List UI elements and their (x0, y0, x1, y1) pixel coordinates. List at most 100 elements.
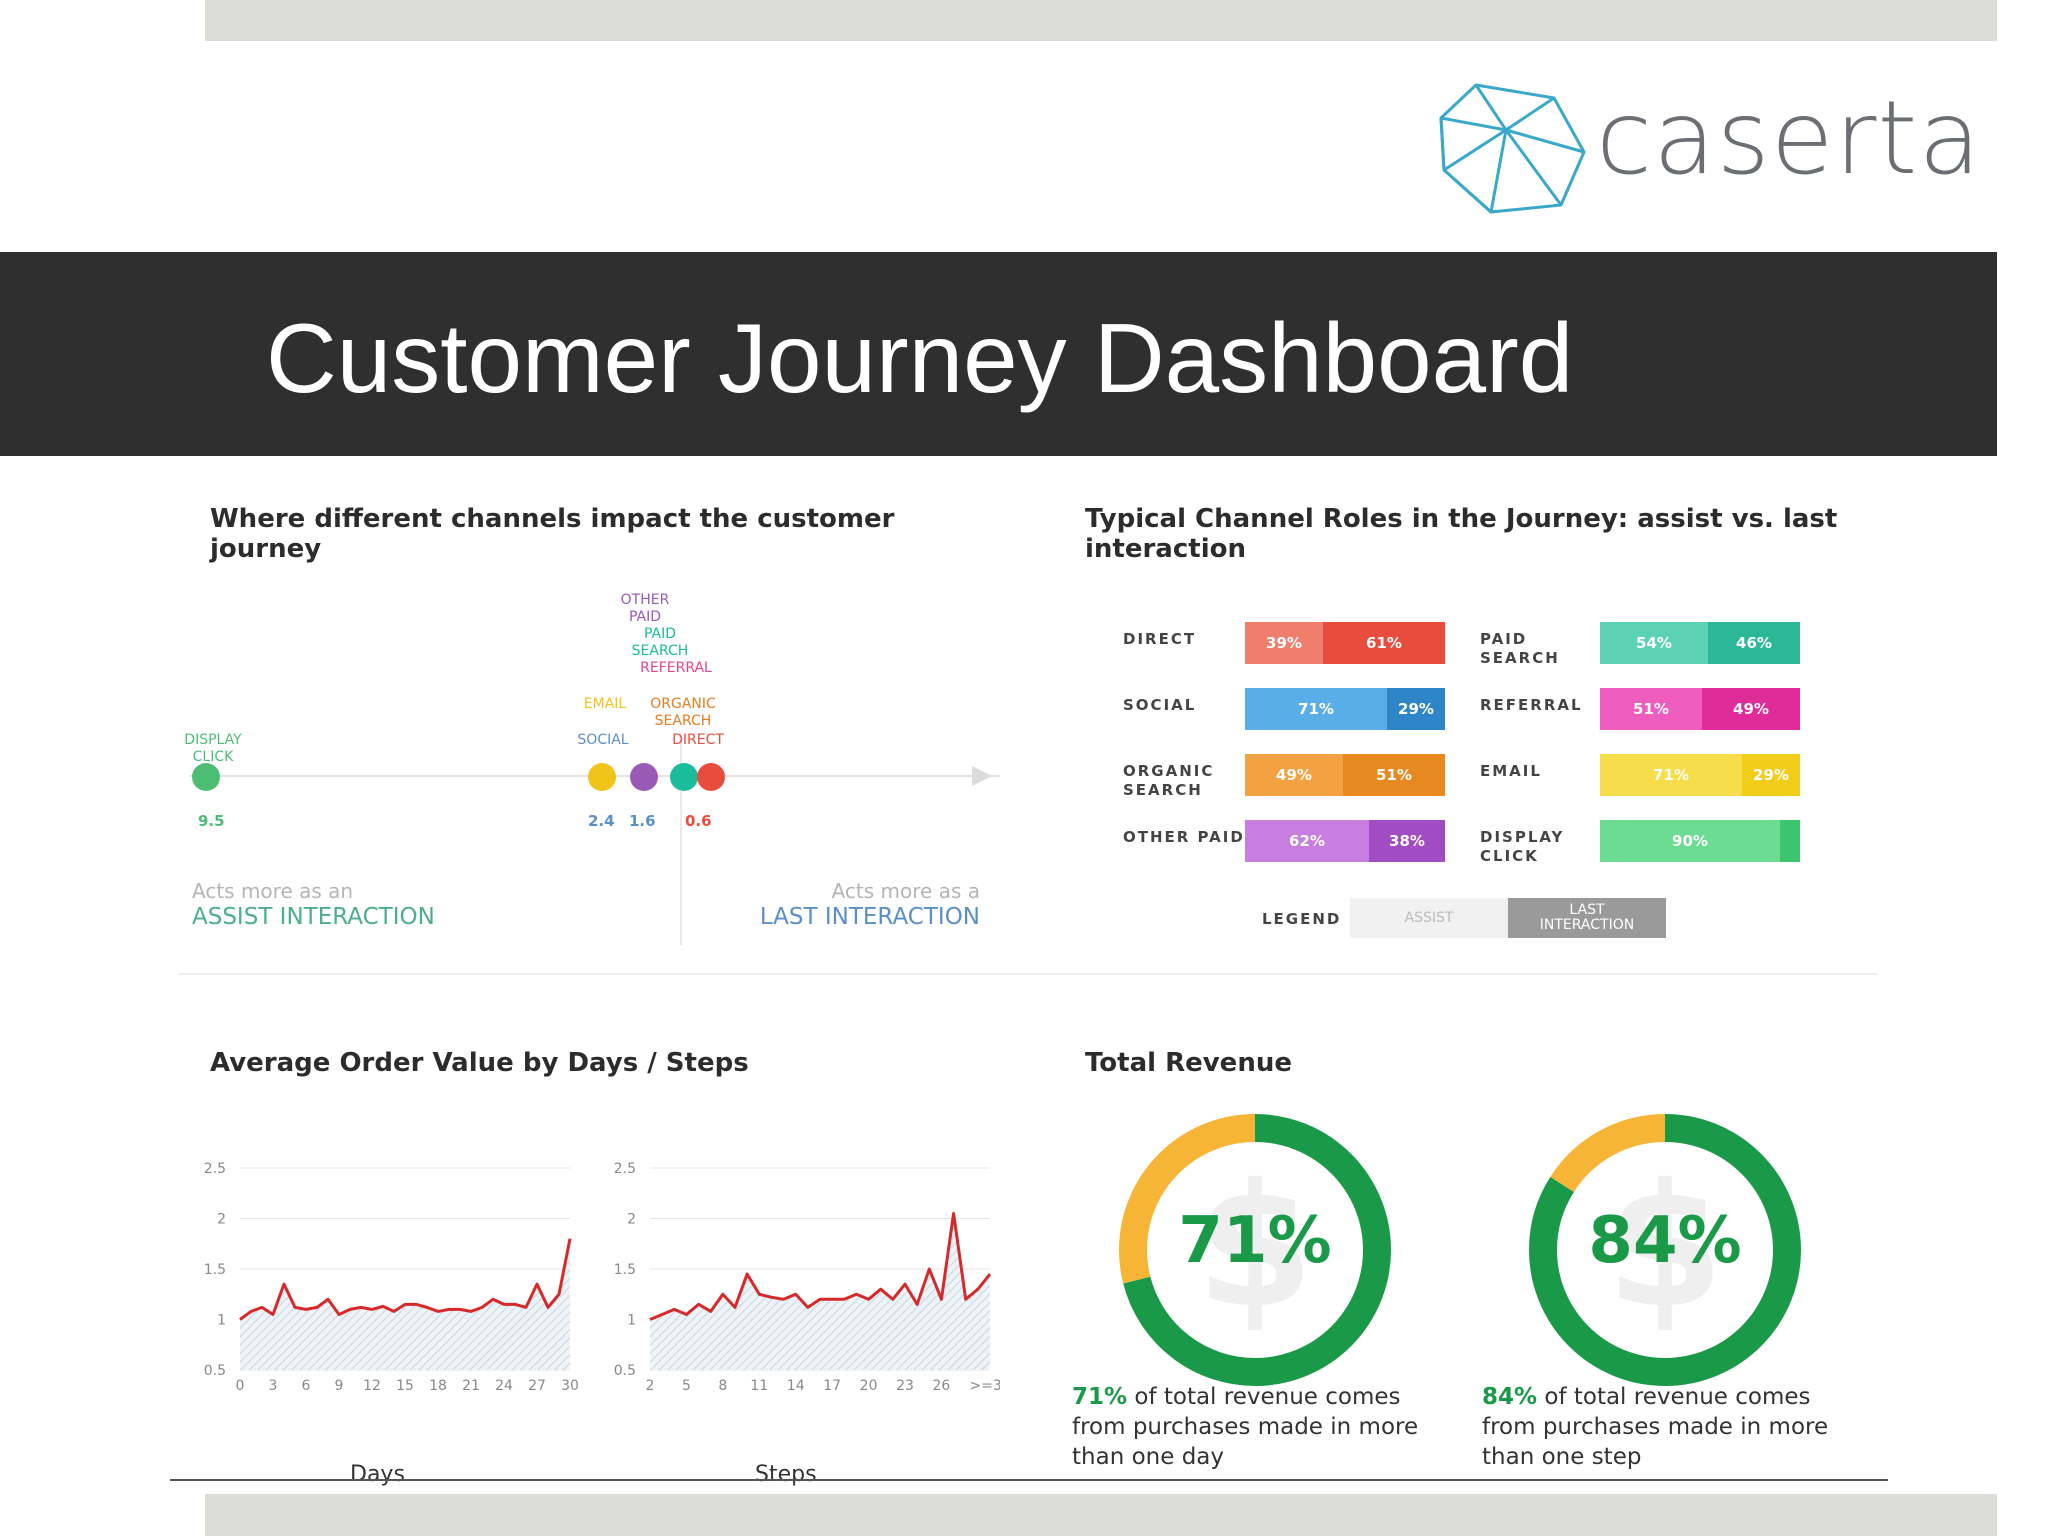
role-last-segment: 51% (1343, 754, 1445, 796)
role-bar: 71% 29% (1245, 688, 1445, 730)
y-tick-label: 1 (627, 1313, 636, 1329)
y-tick-label: 1.5 (204, 1262, 226, 1278)
role-bar: 49% 51% (1245, 754, 1445, 796)
journey-panel-title: Where different channels impact the cust… (210, 504, 895, 564)
last-note-small: Acts more as a (831, 879, 980, 903)
journey-dot (192, 763, 220, 791)
donut-other-slice (1119, 1114, 1391, 1386)
journey-channel-label: OTHER PAID (620, 592, 670, 625)
donut-days-value: 71% (1178, 1204, 1332, 1278)
journey-channel-value: 2.4 (588, 812, 615, 830)
x-tick-label: 9 (335, 1378, 344, 1394)
role-label: EMAIL (1480, 762, 1542, 780)
journey-axis-arrow-icon (972, 766, 992, 786)
x-tick-label: 3 (269, 1378, 278, 1394)
role-bar: 39% 61% (1245, 622, 1445, 664)
x-tick-label: 27 (528, 1378, 546, 1394)
x-tick-label: 26 (933, 1378, 951, 1394)
role-assist-segment: 39% (1245, 622, 1323, 664)
x-tick-label: 21 (462, 1378, 480, 1394)
journey-dot (670, 763, 698, 791)
role-bar: 62% 38% (1245, 820, 1445, 862)
revenue-note-steps: 84% of total revenue comes from purchase… (1482, 1382, 1842, 1472)
journey-channel-label: PAID SEARCH (631, 626, 689, 659)
y-tick-label: 2.5 (614, 1161, 636, 1177)
revenue-note-steps-text: of total revenue comes from purchases ma… (1482, 1384, 1829, 1470)
donut-steps-value: 84% (1588, 1204, 1742, 1278)
role-bar: 90% (1600, 820, 1800, 862)
role-assist-segment: 71% (1600, 754, 1742, 796)
x-tick-label: 24 (495, 1378, 513, 1394)
x-tick-label: 11 (750, 1378, 768, 1394)
revenue-panel-title: Total Revenue (1085, 1048, 1292, 1078)
role-label: SOCIAL (1123, 696, 1197, 714)
journey-channel-label: DISPLAY CLICK (184, 732, 242, 765)
revenue-note-days-text: of total revenue comes from purchases ma… (1072, 1384, 1419, 1470)
x-tick-label: 14 (787, 1378, 805, 1394)
revenue-note-days-pct: 71% (1072, 1384, 1128, 1410)
aov-days-chart: 2.5 2 1.5 1 0.5 0 3 6 9 12 15 18 21 24 27 30 (204, 1161, 579, 1394)
last-note: Acts more as a LAST INTERACTION (710, 878, 980, 930)
journey-dot (588, 763, 616, 791)
journey-channel-label: ORGANIC SEARCH (650, 696, 716, 729)
x-tick-label: 2 (646, 1378, 655, 1394)
top-decor-bar (205, 0, 1997, 41)
assist-note: Acts more as an ASSIST INTERACTION (192, 878, 435, 930)
x-tick-label: 0 (236, 1378, 245, 1394)
role-label: DIRECT (1123, 630, 1197, 648)
logo-wordmark: caserta (1596, 79, 1982, 198)
revenue-donut-days: $ (1119, 1114, 1391, 1386)
title-band: Customer Journey Dashboard (0, 252, 1997, 456)
x-tick-label: 30 (561, 1378, 579, 1394)
assist-note-small: Acts more as an (192, 879, 354, 903)
legend-last-interaction: LAST INTERACTION (1508, 898, 1666, 938)
page-title: Customer Journey Dashboard (266, 303, 1574, 413)
x-tick-label: >=30 (969, 1378, 1000, 1394)
role-bar: 71% 29% (1600, 754, 1800, 796)
steps-axis-label: Steps (755, 1462, 817, 1487)
y-tick-label: 2.5 (204, 1161, 226, 1177)
role-last-segment: 61% (1323, 622, 1445, 664)
legend-assist: ASSIST (1350, 898, 1508, 938)
x-tick-label: 12 (363, 1378, 381, 1394)
y-tick-label: 1.5 (614, 1262, 636, 1278)
role-last-segment: 46% (1708, 622, 1800, 664)
journey-channel-label: EMAIL (583, 696, 627, 712)
revenue-note-days: 71% of total revenue comes from purchase… (1072, 1382, 1432, 1472)
y-tick-label: 2 (217, 1212, 226, 1228)
role-bar: 51% 49% (1600, 688, 1800, 730)
x-tick-label: 6 (302, 1378, 311, 1394)
journey-channel-label: REFERRAL (640, 660, 712, 676)
role-assist-segment: 54% (1600, 622, 1708, 664)
y-tick-label: 2 (627, 1212, 636, 1228)
logo-polyhedron-icon (1439, 83, 1586, 214)
bottom-decor-bar (205, 1494, 1997, 1536)
area-fill (650, 1213, 990, 1370)
role-last-segment: 38% (1369, 820, 1445, 862)
journey-channel-value: 1.6 (629, 812, 656, 830)
x-tick-label: 5 (682, 1378, 691, 1394)
role-label: OTHER PAID (1123, 828, 1245, 846)
y-tick-label: 0.5 (204, 1363, 226, 1379)
bottom-rule (170, 1479, 1888, 1481)
y-tick-label: 0.5 (614, 1363, 636, 1379)
x-tick-label: 20 (860, 1378, 878, 1394)
revenue-note-steps-pct: 84% (1482, 1384, 1538, 1410)
aov-panel-title: Average Order Value by Days / Steps (210, 1048, 749, 1078)
y-tick-label: 1 (217, 1313, 226, 1329)
dollar-watermark-icon: $ (1196, 1148, 1314, 1346)
legend-label: LEGEND (1262, 910, 1342, 928)
role-assist-segment: 71% (1245, 688, 1387, 730)
roles-panel-title: Typical Channel Roles in the Journey: as… (1085, 504, 1838, 564)
role-label: DISPLAY CLICK (1480, 828, 1565, 865)
role-last-segment: 49% (1702, 688, 1800, 730)
role-bar: 54% 46% (1600, 622, 1800, 664)
role-label: ORGANIC SEARCH (1123, 762, 1215, 799)
role-assist-segment: 51% (1600, 688, 1702, 730)
last-note-big: LAST INTERACTION (759, 904, 980, 930)
area-fill (240, 1238, 570, 1370)
journey-channel-value: 9.5 (198, 812, 225, 830)
role-last-segment: 29% (1742, 754, 1800, 796)
caserta-logo: caserta (1436, 80, 1981, 215)
role-assist-segment: 90% (1600, 820, 1780, 862)
